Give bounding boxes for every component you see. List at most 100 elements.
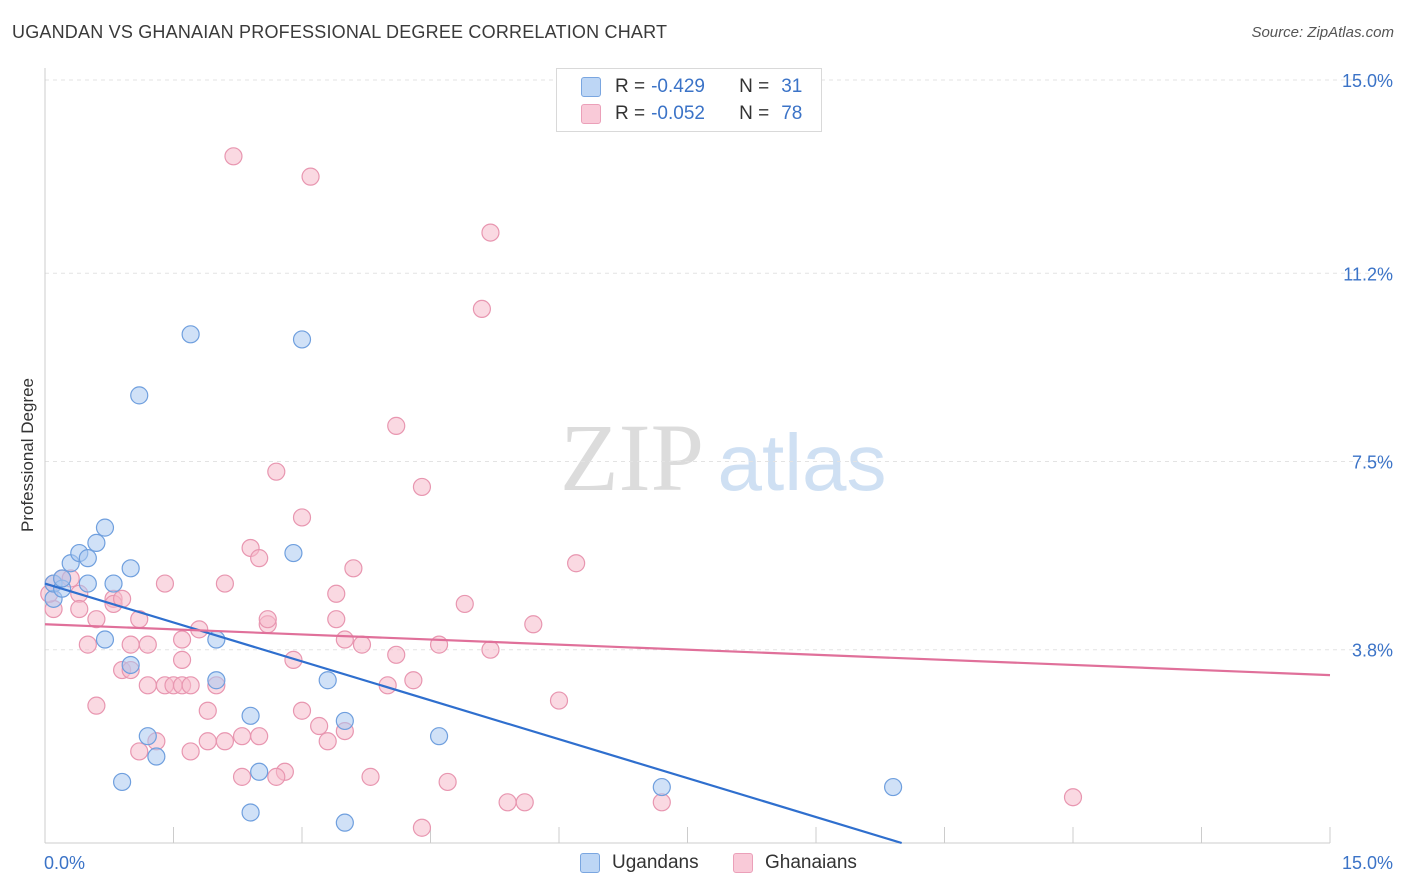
ghanaian-point [224, 147, 243, 166]
legend-label-ugandans: Ugandans [612, 852, 699, 873]
ghanaian-point [267, 462, 286, 481]
ghanaian-point [472, 299, 491, 318]
ghanaian-point [130, 742, 149, 761]
ghanaian-point [310, 716, 329, 736]
ghanaian-point [352, 635, 372, 654]
chart-title: UGANDAN VS GHANAIAN PROFESSIONAL DEGREE … [12, 22, 668, 42]
ugandan-point [147, 747, 166, 766]
ghanaian-point [1063, 788, 1083, 807]
ugandan-point [429, 727, 449, 746]
ghanaian-point [335, 630, 354, 649]
legend-n-label: N = [739, 76, 770, 97]
ugandan-point [335, 813, 354, 832]
legend-r-value: -0.052 [651, 103, 705, 124]
ugandan-point [318, 671, 337, 690]
watermark-atlas: atlas [718, 418, 887, 507]
tick-labels: 3.8% 7.5% 11.2% 15.0% 0.0% 15.0% [44, 71, 1393, 873]
ghanaian-point [250, 727, 269, 746]
source-label: Source: ZipAtlas.com [1251, 24, 1394, 41]
ghanaian-point [455, 594, 474, 614]
legend-swatch-pink [733, 853, 753, 873]
ugandan-point [652, 777, 671, 797]
ghanaian-point [361, 767, 380, 786]
ghanaian-point [412, 477, 432, 497]
ugandan-point [181, 325, 200, 344]
ghanaian-point [198, 701, 217, 720]
ugandan-point [250, 762, 269, 781]
ghanaian-point [198, 732, 217, 751]
legend-row-ghanaians: R = -0.052 N = 78 [557, 101, 802, 127]
y-tick-label: 7.5% [1352, 453, 1393, 473]
correlation-legend: R = -0.429 N = 31 R = -0.052 N = 78 [556, 68, 822, 132]
legend-r-label: R = [615, 103, 646, 124]
ugandan-point [78, 549, 97, 568]
legend-row-ugandans: R = -0.429 N = 31 [557, 74, 802, 100]
grid-lines [45, 79, 1390, 651]
legend-item-ugandans[interactable]: Ugandans [580, 852, 699, 874]
legend-item-ghanaians[interactable]: Ghanaians [733, 852, 857, 874]
ghanaian-point [250, 549, 269, 568]
ghanaian-point [387, 416, 406, 435]
ghanaian-point [549, 691, 569, 710]
ghanaian-point [138, 676, 157, 695]
ugandan-trend-line [44, 582, 902, 845]
legend-swatch-blue [580, 853, 600, 873]
ugandan-point [883, 777, 903, 797]
ghanaian-point [215, 732, 234, 751]
ghanaian-point [258, 610, 277, 629]
ghanaian-point [404, 671, 423, 690]
ghanaian-point [524, 615, 543, 634]
legend-n-value: 78 [781, 103, 803, 124]
x-tick-label-min: 0.0% [44, 853, 85, 873]
watermark-zip: ZIP [560, 404, 704, 511]
data-points [40, 147, 1083, 837]
ugandan-point [207, 671, 226, 690]
ghanaian-point [318, 732, 337, 751]
ghanaian-point [138, 635, 157, 654]
ghanaian-point [181, 676, 200, 695]
ugandan-point [241, 706, 260, 725]
ghanaian-point [292, 701, 312, 720]
ghanaian-point [481, 640, 500, 659]
ugandan-point [335, 711, 354, 731]
ugandan-point [112, 772, 132, 792]
ghanaian-point [481, 223, 500, 242]
ugandan-point [284, 543, 303, 563]
ugandan-point [241, 803, 260, 822]
ghanaian-trend-line [44, 623, 1331, 677]
ugandan-point [138, 727, 157, 746]
ghanaian-point [327, 584, 346, 603]
y-tick-label: 11.2% [1343, 264, 1393, 284]
legend-n-label: N = [739, 103, 770, 124]
ugandan-point [95, 518, 115, 537]
ghanaian-point [78, 635, 97, 654]
ghanaian-point [155, 574, 175, 593]
ghanaian-point [181, 742, 200, 761]
ugandan-point [104, 574, 123, 593]
ugandan-point [121, 559, 140, 578]
ghanaian-point [412, 818, 432, 837]
legend-label-ghanaians: Ghanaians [765, 852, 857, 873]
ugandan-point [78, 574, 97, 593]
legend-r-value: -0.429 [651, 76, 705, 97]
ghanaian-point [172, 630, 192, 649]
ghanaian-point [652, 793, 671, 812]
trend-lines [44, 582, 1331, 845]
ghanaian-point [232, 727, 252, 746]
ugandan-point [87, 533, 106, 552]
ugandan-point [130, 386, 149, 405]
ghanaian-point [387, 645, 406, 664]
legend-swatch-blue [581, 77, 601, 97]
ghanaian-point [267, 767, 286, 786]
ghanaian-point [567, 554, 586, 573]
ghanaian-point [87, 610, 106, 629]
ghanaian-point [70, 599, 89, 619]
ghanaian-point [292, 508, 312, 527]
series-legend: Ugandans Ghanaians [0, 852, 1406, 878]
ghanaian-point [344, 559, 363, 578]
y-tick-label: 3.8% [1352, 641, 1393, 661]
legend-r-label: R = [615, 76, 646, 97]
ghanaian-point [232, 767, 252, 786]
ghanaian-point [438, 772, 457, 792]
